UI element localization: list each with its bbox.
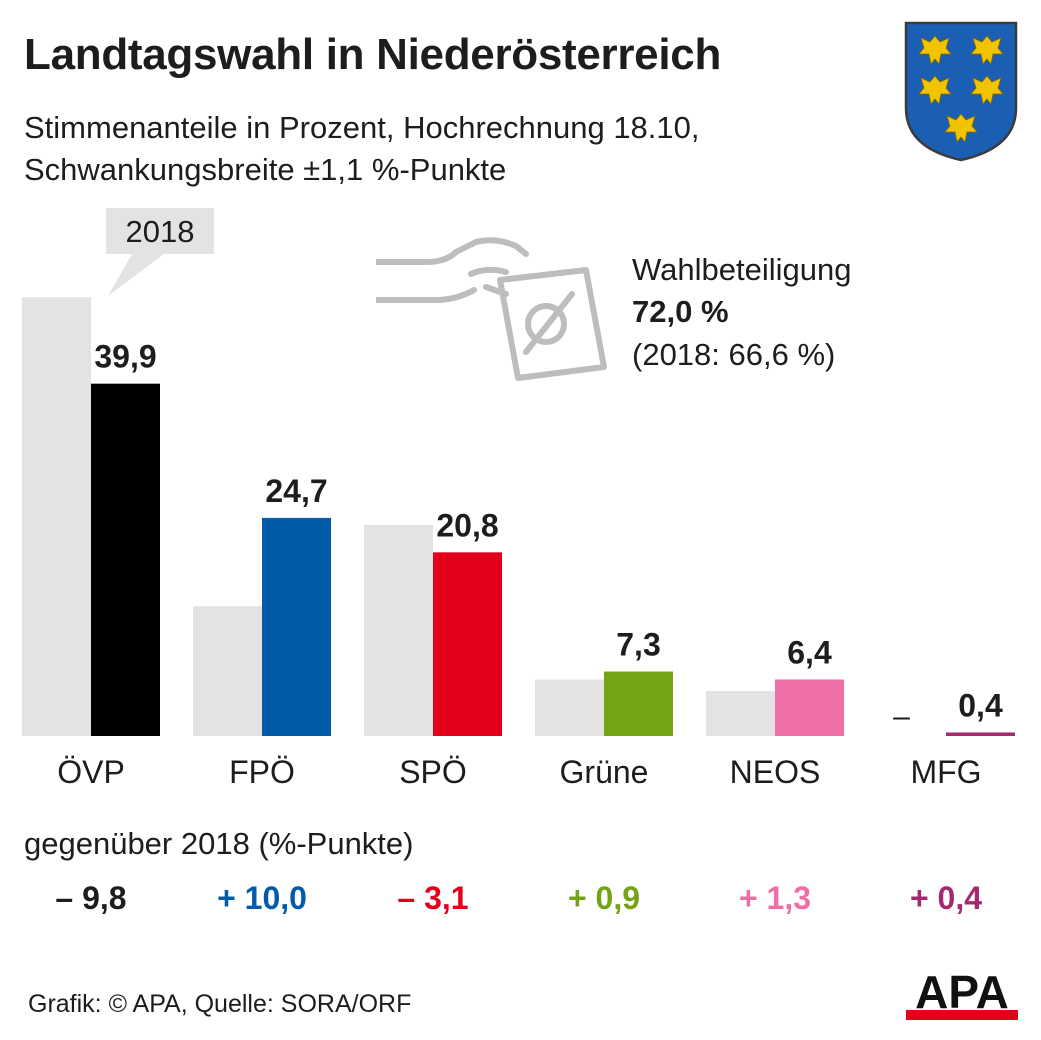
hand-with-ballot-icon — [376, 237, 607, 381]
chart-subtitle-line1: Stimmenanteile in Prozent, Hochrechnung … — [24, 110, 700, 145]
bar-current-3 — [604, 671, 673, 736]
legend-callout-box — [106, 208, 214, 254]
value-label-2: 20,8 — [436, 507, 498, 543]
change-value-1: + 10,0 — [217, 880, 307, 916]
bar-2018-1 — [193, 606, 262, 736]
bar-current-0 — [91, 383, 160, 736]
bar-current-5 — [946, 732, 1015, 736]
category-label-0: ÖVP — [57, 754, 125, 790]
bar-2018-2 — [364, 524, 433, 736]
bar-2018-3 — [535, 679, 604, 736]
turnout-previous: (2018: 66,6 %) — [632, 337, 836, 372]
value-label-1: 24,7 — [265, 473, 327, 509]
bar-current-2 — [433, 552, 502, 736]
apa-logo: APA — [906, 970, 1018, 1020]
value-label-0: 39,9 — [94, 339, 156, 375]
bar-2018-0 — [22, 297, 91, 736]
change-section-title: gegenüber 2018 (%-Punkte) — [24, 826, 414, 861]
chart-subtitle-line2: Schwankungsbreite ±1,1 %-Punkte — [24, 152, 507, 187]
value-label-3: 7,3 — [616, 627, 660, 663]
apa-logo-text: APA — [915, 970, 1009, 1018]
change-value-4: + 1,3 — [738, 880, 812, 916]
bar-current-1 — [262, 517, 331, 736]
missing-2018-label: – — [893, 700, 910, 733]
change-value-3: + 0,9 — [567, 880, 641, 916]
lower-austria-coat-of-arms-icon — [904, 21, 1018, 162]
change-value-2: – 3,1 — [397, 880, 469, 916]
value-label-5: 0,4 — [958, 687, 1003, 723]
category-label-4: NEOS — [730, 754, 821, 790]
category-label-1: FPÖ — [229, 754, 295, 790]
legend-callout-pointer — [108, 254, 164, 296]
bar-current-4 — [775, 679, 844, 736]
change-value-0: – 9,8 — [55, 880, 127, 916]
category-label-2: SPÖ — [399, 754, 467, 790]
turnout-label: Wahlbeteiligung — [632, 252, 852, 287]
value-label-4: 6,4 — [787, 634, 832, 670]
chart-title: Landtagswahl in Niederösterreich — [24, 30, 722, 79]
legend-callout-text: 2018 — [126, 214, 195, 249]
bar-chart: 39,9 ÖVP 24,7 FPÖ 20,8 SPÖ 7,3 Grüne 6,4 NEOS – 0,4… — [22, 208, 1015, 790]
turnout-value: 72,0 % — [632, 294, 729, 329]
category-label-5: MFG — [910, 754, 981, 790]
bar-2018-4 — [706, 690, 775, 736]
category-label-3: Grüne — [560, 754, 649, 790]
source-credit: Grafik: © APA, Quelle: SORA/ORF — [28, 990, 412, 1018]
change-value-5: + 0,4 — [909, 880, 983, 916]
